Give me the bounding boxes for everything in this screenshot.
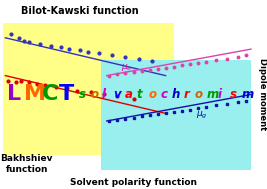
Text: C: C	[41, 84, 58, 105]
Bar	[101, 60, 251, 170]
Text: a: a	[125, 88, 133, 101]
Text: Solvent polarity function: Solvent polarity function	[70, 178, 197, 187]
Text: function: function	[5, 165, 48, 174]
Text: M: M	[24, 84, 46, 105]
Bar	[3, 23, 174, 155]
Text: T: T	[59, 84, 74, 105]
Text: l: l	[102, 88, 106, 101]
Text: h: h	[172, 88, 180, 101]
Text: $\mu_e$: $\mu_e$	[121, 62, 133, 73]
Text: c: c	[160, 88, 167, 101]
Text: o: o	[90, 88, 99, 101]
Text: s: s	[230, 88, 237, 101]
Text: $\mu_g$: $\mu_g$	[196, 110, 208, 121]
Text: t: t	[137, 88, 143, 101]
Text: i: i	[218, 88, 222, 101]
Text: o: o	[148, 88, 156, 101]
Text: L: L	[7, 84, 21, 105]
Text: m: m	[207, 88, 219, 101]
Text: m: m	[241, 88, 254, 101]
Text: Dipole moment: Dipole moment	[258, 58, 267, 131]
Text: Bilot-Kawski function: Bilot-Kawski function	[21, 6, 139, 16]
Text: o: o	[195, 88, 203, 101]
Text: Bakhshiev: Bakhshiev	[1, 154, 53, 163]
Text: r: r	[183, 88, 189, 101]
Text: s: s	[79, 88, 86, 101]
Text: v: v	[114, 88, 121, 101]
